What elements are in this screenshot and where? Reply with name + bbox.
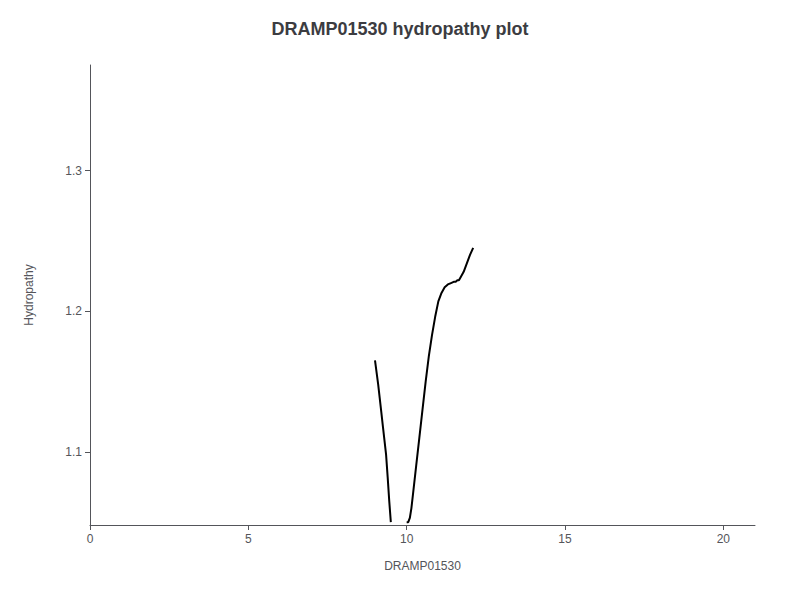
svg-text:1.3: 1.3 [65, 164, 82, 178]
svg-text:1.1: 1.1 [65, 445, 82, 459]
svg-text:10: 10 [400, 532, 414, 546]
svg-text:0: 0 [87, 532, 94, 546]
svg-text:20: 20 [717, 532, 731, 546]
svg-text:15: 15 [558, 532, 572, 546]
svg-text:5: 5 [245, 532, 252, 546]
svg-text:1.2: 1.2 [65, 304, 82, 318]
svg-text:Hydropathy: Hydropathy [22, 264, 36, 325]
svg-text:DRAMP01530 hydropathy plot: DRAMP01530 hydropathy plot [271, 19, 528, 39]
svg-text:DRAMP01530: DRAMP01530 [384, 559, 461, 573]
